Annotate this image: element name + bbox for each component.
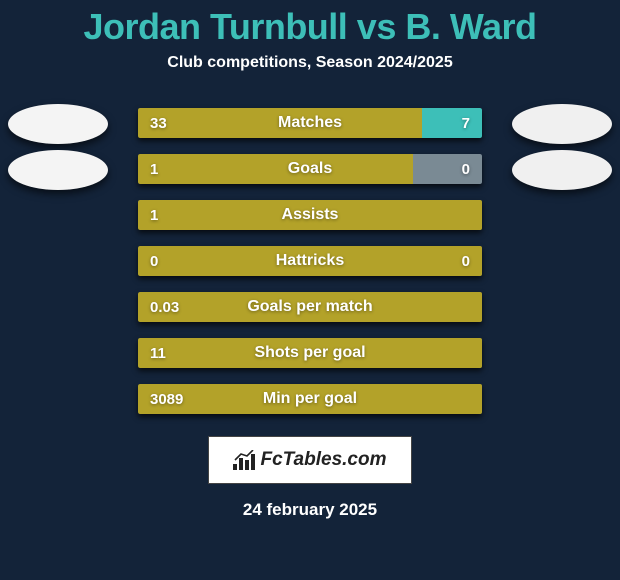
chart-icon — [233, 450, 255, 470]
player1-disc — [8, 104, 108, 144]
stat-label: Goals per match — [138, 292, 482, 322]
stat-row: 1 Assists — [0, 192, 620, 238]
stat-bar: 11 Shots per goal — [138, 338, 482, 368]
comparison-subtitle: Club competitions, Season 2024/2025 — [0, 54, 620, 72]
stat-row: 1 0 Goals — [0, 146, 620, 192]
stat-bar: 0 0 Hattricks — [138, 246, 482, 276]
stat-label: Hattricks — [138, 246, 482, 276]
comparison-title: Jordan Turnbull vs B. Ward — [0, 0, 620, 48]
player2-disc — [512, 104, 612, 144]
stat-row: 0.03 Goals per match — [0, 284, 620, 330]
stat-bar: 1 0 Goals — [138, 154, 482, 184]
stat-bar: 33 7 Matches — [138, 108, 482, 138]
stat-bar: 3089 Min per goal — [138, 384, 482, 414]
comparison-chart: 33 7 Matches 1 0 Goals 1 Assists 0 0 Hat… — [0, 100, 620, 422]
player1-disc — [8, 150, 108, 190]
stat-label: Shots per goal — [138, 338, 482, 368]
stat-row: 3089 Min per goal — [0, 376, 620, 422]
comparison-date: 24 february 2025 — [0, 500, 620, 520]
stat-bar: 0.03 Goals per match — [138, 292, 482, 322]
stat-bar: 1 Assists — [138, 200, 482, 230]
stat-label: Goals — [138, 154, 482, 184]
stat-label: Matches — [138, 108, 482, 138]
stat-label: Min per goal — [138, 384, 482, 414]
stat-row: 11 Shots per goal — [0, 330, 620, 376]
logo-text: FcTables.com — [260, 449, 386, 471]
stat-row: 33 7 Matches — [0, 100, 620, 146]
fctables-logo[interactable]: FcTables.com — [208, 436, 412, 484]
stat-row: 0 0 Hattricks — [0, 238, 620, 284]
player2-disc — [512, 150, 612, 190]
stat-label: Assists — [138, 200, 482, 230]
